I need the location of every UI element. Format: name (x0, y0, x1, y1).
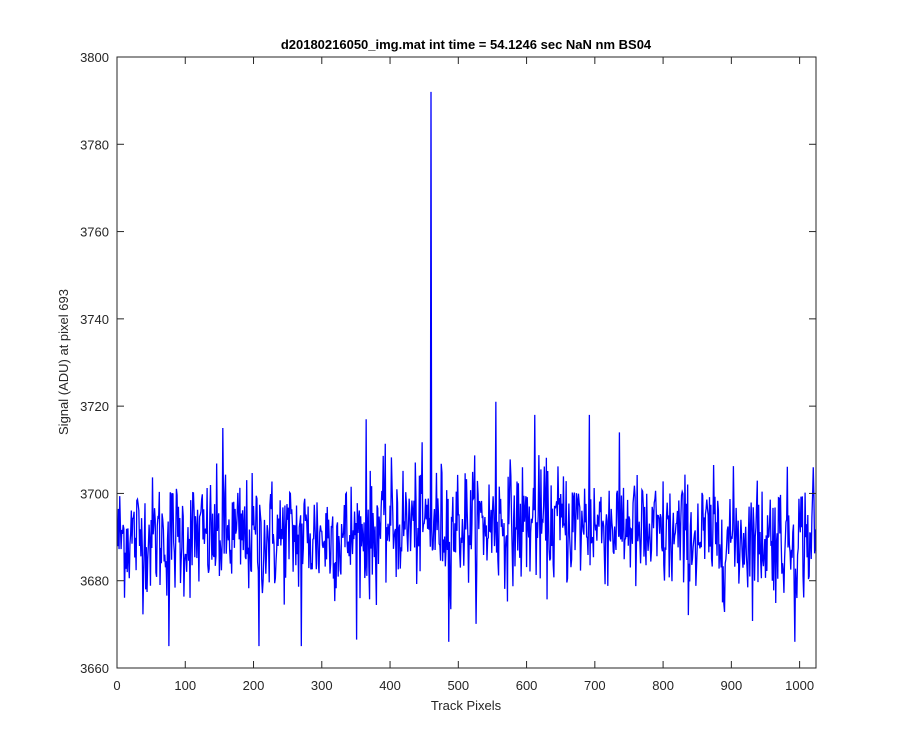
chart-title: d20180216050_img.mat int time = 54.1246 … (281, 37, 652, 52)
x-tick-label: 300 (311, 678, 333, 693)
x-tick-label: 0 (113, 678, 120, 693)
y-tick-label: 3760 (80, 225, 109, 240)
x-tick-label: 400 (379, 678, 401, 693)
axes-box (116, 56, 817, 669)
x-tick-label: 900 (721, 678, 743, 693)
plot-area (116, 56, 817, 669)
x-axis-ticks: 0 100 200 300 400 500 600 700 800 900 1000 (113, 57, 814, 693)
y-tick-label: 3680 (80, 574, 109, 589)
x-tick-label: 1000 (785, 678, 814, 693)
y-tick-label: 3660 (80, 661, 109, 676)
x-tick-label: 700 (584, 678, 606, 693)
series-layer (117, 91, 816, 647)
y-tick-label: 3720 (80, 399, 109, 414)
y-axis-ticks: 3660 3680 3700 3720 3740 3760 3780 3800 (80, 50, 816, 676)
x-axis-label: Track Pixels (431, 698, 502, 713)
x-tick-label: 800 (652, 678, 674, 693)
x-tick-label: 100 (174, 678, 196, 693)
y-tick-label: 3700 (80, 486, 109, 501)
x-tick-label: 500 (447, 678, 469, 693)
axes-background (117, 57, 816, 668)
y-tick-label: 3800 (80, 50, 109, 65)
y-tick-label: 3740 (80, 312, 109, 327)
y-axis-label: Signal (ADU) at pixel 693 (56, 289, 71, 435)
signal-series-line (117, 91, 816, 647)
x-tick-label: 200 (243, 678, 265, 693)
y-tick-label: 3780 (80, 137, 109, 152)
x-tick-label: 600 (516, 678, 538, 693)
